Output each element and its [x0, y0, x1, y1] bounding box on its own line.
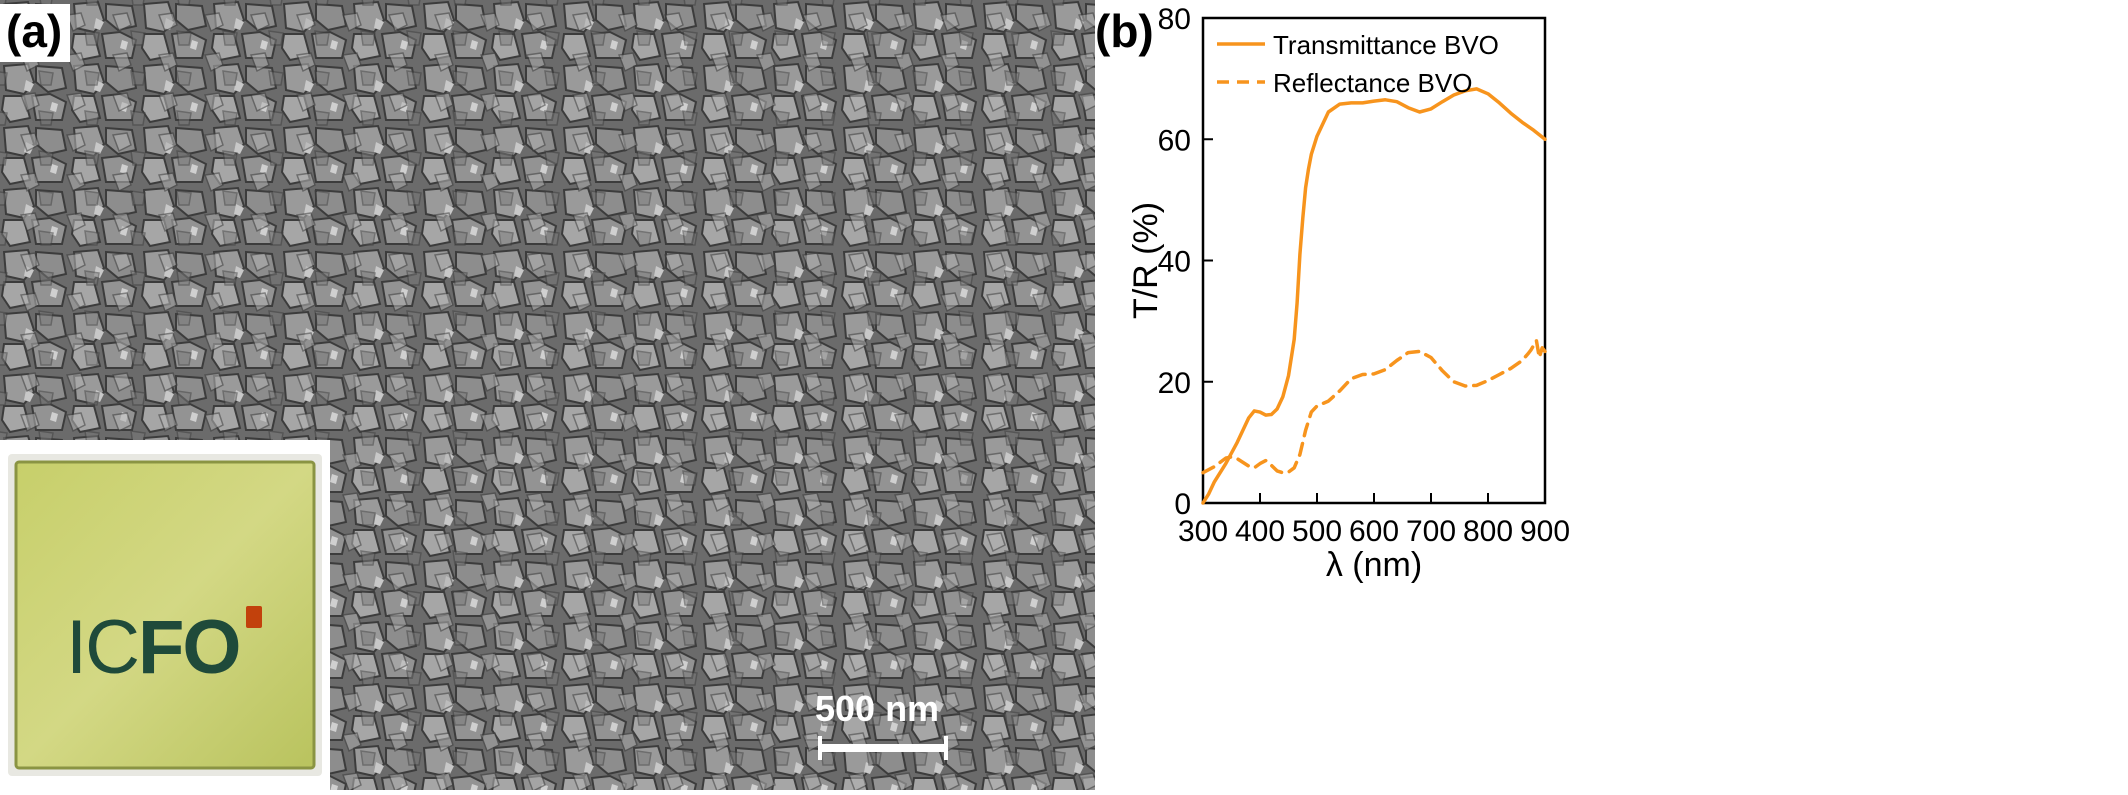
x-tick-label: 500 [1292, 515, 1342, 548]
scale-bar [818, 736, 948, 760]
panel-b: (b) 300 400 500 600 700 800 900 0 20 40 60 80 Trans… [1095, 0, 2128, 790]
inset-sample-glass: ICFO [8, 454, 322, 776]
x-tick-label: 800 [1463, 515, 1513, 548]
spectra-chart: 300 400 500 600 700 800 900 0 20 40 60 80 Transmitt… [1127, 3, 1570, 584]
x-tick-label: 700 [1406, 515, 1456, 548]
chart-legend: Transmittance BVO Reflectance BVO [1217, 30, 1499, 98]
transmittance-line [1201, 87, 1547, 505]
panel-a: (a) ICFO 500 nm [0, 0, 1095, 790]
chart-ticks: 300 400 500 600 700 800 900 0 20 40 60 80 [1158, 3, 1570, 548]
logo-text-thin: IC [66, 605, 140, 690]
y-tick-label: 40 [1158, 246, 1191, 279]
x-tick-label: 400 [1235, 515, 1285, 548]
y-axis-label: T/R (%) [1127, 202, 1165, 319]
reflectance-line [1201, 338, 1547, 475]
y-tick-label: 80 [1158, 3, 1191, 36]
y-tick-label: 60 [1158, 124, 1191, 157]
panel-a-label: (a) [0, 4, 71, 62]
sample-glass-graphic [8, 454, 322, 776]
x-tick-label: 600 [1349, 515, 1399, 548]
y-tick-label: 20 [1158, 367, 1191, 400]
legend-label: Transmittance BVO [1273, 30, 1499, 60]
legend-label: Reflectance BVO [1273, 68, 1472, 98]
icfo-logo: ICFO [66, 604, 242, 691]
chart-series [1201, 87, 1547, 505]
inset-photo: ICFO [0, 440, 330, 790]
x-axis-label: λ (nm) [1326, 546, 1422, 584]
y-tick-label: 0 [1174, 488, 1191, 521]
logo-mark-icon [246, 606, 262, 628]
scale-bar-label: 500 nm [815, 688, 940, 729]
panel-b-label: (b) [1095, 5, 1154, 57]
x-tick-label: 300 [1178, 515, 1228, 548]
logo-text-bold: FO [138, 605, 242, 690]
x-tick-label: 900 [1520, 515, 1570, 548]
